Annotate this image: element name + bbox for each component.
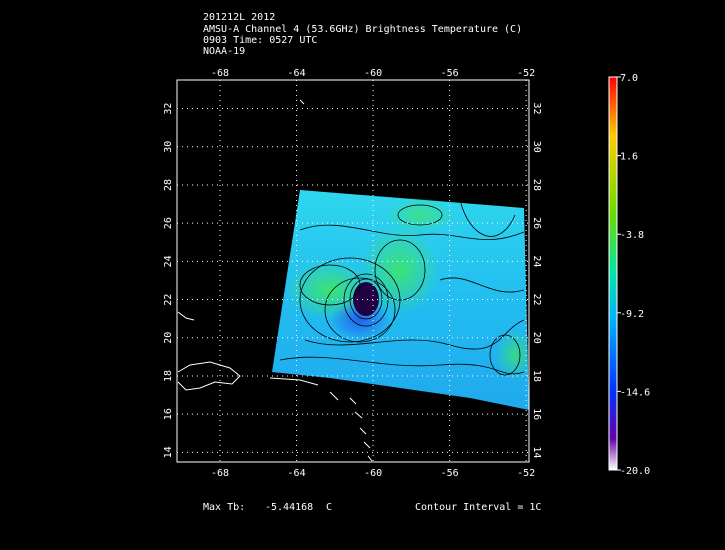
lat-label-right: 26 — [531, 217, 542, 229]
lat-label-right: 14 — [531, 446, 542, 458]
coastline — [177, 99, 373, 462]
lat-label-right: 32 — [531, 103, 542, 115]
header-line-2: AMSU-A Channel 4 (53.6GHz) Brightness Te… — [203, 24, 523, 35]
header-line-3: 0903 Time: 0527 UTC — [203, 35, 318, 46]
lon-label-top: -60 — [364, 68, 382, 79]
header-line-1: 201212L 2012 — [203, 12, 276, 23]
lat-label-right: 28 — [531, 179, 542, 191]
storm-core — [353, 282, 379, 316]
lat-label-left: 20 — [163, 332, 174, 344]
lat-label-right: 16 — [531, 408, 542, 420]
lon-label-bottom: -56 — [441, 468, 459, 479]
swath — [177, 99, 529, 462]
lat-label-left: 16 — [163, 408, 174, 420]
lat-label-left: 28 — [163, 179, 174, 191]
lon-label-top: -52 — [517, 68, 535, 79]
colorbar-label: -14.6 — [620, 387, 650, 398]
max-tb-value: -5.44168 — [265, 502, 314, 513]
max-tb-label: Max Tb: — [203, 502, 246, 513]
contours — [279, 199, 525, 376]
map-frame — [176, 79, 530, 463]
lon-label-bottom: -64 — [288, 468, 306, 479]
lat-label-right: 18 — [531, 370, 542, 382]
colorbar-labels: 7.0 1.6 -3.8 -9.2 -14.6 -20.0 — [617, 73, 650, 477]
lat-label-right: 22 — [531, 294, 542, 306]
lat-label-left: 24 — [163, 255, 174, 267]
lat-label-left: 30 — [163, 141, 174, 153]
colorbar-label: 1.6 — [620, 152, 638, 163]
colorbar-label: 7.0 — [620, 73, 638, 84]
colorbar-label: -20.0 — [620, 466, 650, 477]
lon-label-bottom: -60 — [364, 468, 382, 479]
lat-label-right: 30 — [531, 141, 542, 153]
lon-label-top: -56 — [441, 68, 459, 79]
header-line-4: NOAA-19 — [203, 46, 246, 57]
lon-label-bottom: -68 — [211, 468, 229, 479]
contour-interval: Contour Interval = 1C — [415, 502, 542, 513]
lat-label-left: 26 — [163, 217, 174, 229]
grid — [177, 80, 529, 462]
lon-label-top: -64 — [288, 68, 306, 79]
lat-label-left: 18 — [163, 370, 174, 382]
lat-label-left: 14 — [163, 446, 174, 458]
lon-label-bottom: -52 — [517, 468, 535, 479]
colorbar-label: -9.2 — [620, 309, 644, 320]
colorbar — [608, 76, 618, 471]
max-tb-unit: C — [326, 502, 333, 513]
lat-label-right: 24 — [531, 255, 542, 267]
lat-label-left: 32 — [163, 103, 174, 115]
lon-label-top: -68 — [211, 68, 229, 79]
axis-labels: -68 -68 -64 -64 -60 -60 -56 -56 -52 -52 14 14 16 16 18… — [163, 68, 542, 479]
lat-label-left: 22 — [163, 294, 174, 306]
lat-label-right: 20 — [531, 332, 542, 344]
colorbar-label: -3.8 — [620, 230, 644, 241]
